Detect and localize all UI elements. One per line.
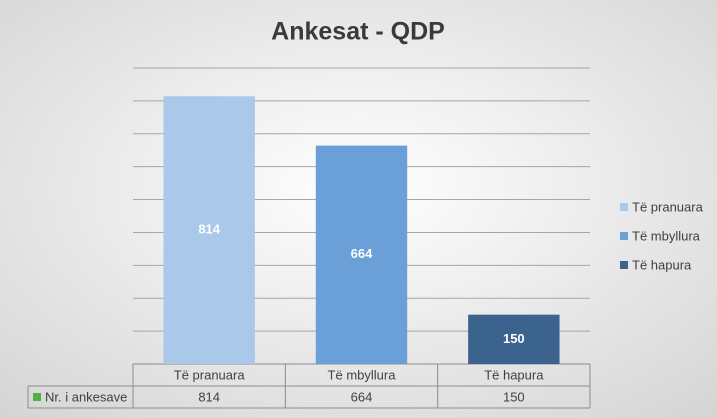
table-value: 150 xyxy=(503,389,525,404)
data-label: 664 xyxy=(351,246,373,261)
data-label: 814 xyxy=(198,222,220,237)
bar xyxy=(163,96,255,364)
data-label: 150 xyxy=(503,331,525,346)
x-tick-label: Të hapura xyxy=(484,367,544,382)
series-name: Nr. i ankesave xyxy=(45,389,127,404)
legend-key xyxy=(620,203,628,211)
legend-key xyxy=(620,232,628,240)
bar xyxy=(468,314,560,364)
chart-title: Ankesat - QDP xyxy=(271,18,445,46)
series-key xyxy=(33,393,41,401)
table-value: 664 xyxy=(351,389,373,404)
x-tick-label: Të pranuara xyxy=(174,367,246,382)
legend-label: Të pranuara xyxy=(632,199,704,214)
x-tick-label: Të mbyllura xyxy=(328,367,397,382)
legend-label: Të mbyllura xyxy=(632,228,701,243)
legend-label: Të hapura xyxy=(632,257,692,272)
legend-key xyxy=(620,261,628,269)
table-value: 814 xyxy=(198,389,220,404)
bar xyxy=(315,145,408,364)
